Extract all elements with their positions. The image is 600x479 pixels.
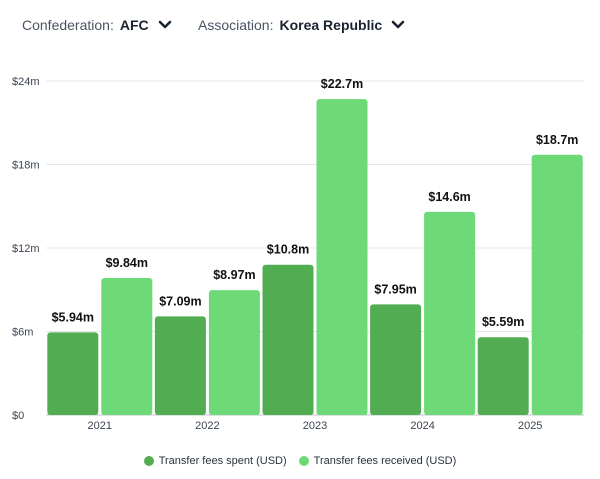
chevron-down-icon [158,20,171,29]
data-label-received-2025: $18.7m [536,133,578,147]
data-label-spent-2024: $7.95m [374,282,416,296]
association-dropdown[interactable]: Association: Korea Republic [198,17,405,33]
bar-received-2024 [424,211,476,415]
bar-spent-2024 [370,304,422,415]
data-label-spent-2023: $10.8m [267,243,309,257]
bar-received-2022 [208,290,260,415]
x-tick-label: 2022 [195,420,219,432]
x-tick-label: 2021 [88,420,112,432]
data-label-spent-2025: $5.59m [482,315,524,329]
x-tick-label: 2024 [410,420,434,432]
confederation-value: AFC [119,17,149,33]
x-tick-label: 2025 [518,420,542,432]
legend-swatch-spent [143,456,154,466]
filter-bar: Confederation: AFC Association: Korea Re… [0,0,600,52]
association-value: Korea Republic [279,17,383,33]
chevron-down-icon [391,20,405,29]
data-label-received-2023: $22.7m [321,77,363,91]
legend-swatch-received [298,456,309,466]
y-tick-label: $0 [12,410,24,422]
bar-spent-2022 [154,316,206,415]
bar-spent-2023 [262,264,314,415]
data-label-received-2021: $9.84m [106,256,148,270]
bar-received-2025 [531,154,583,415]
transfer-fees-chart: $0 $6m $12m $18m $24m $5.94m $9.84m 2021 $7.09m $… [12,76,584,432]
data-label-received-2022: $8.97m [213,268,255,282]
confederation-label: Confederation: [22,17,114,33]
confederation-dropdown[interactable]: Confederation: AFC [22,17,172,33]
y-tick-label: $12m [12,243,40,255]
x-tick-label: 2023 [303,420,327,432]
bar-received-2023 [316,99,368,415]
legend-item-received[interactable]: Transfer fees received (USD) [298,455,457,467]
legend-label-received: Transfer fees received (USD) [313,455,457,467]
bar-spent-2021 [47,332,99,415]
y-tick-label: $6m [12,327,33,339]
data-label-spent-2021: $5.94m [52,310,94,324]
chart-legend: Transfer fees spent (USD) Transfer fees … [0,455,600,467]
legend-item-spent[interactable]: Transfer fees spent (USD) [143,455,287,467]
bar-spent-2025 [477,337,529,415]
y-tick-label: $18m [12,160,40,172]
data-label-spent-2022: $7.09m [159,294,201,308]
data-label-received-2024: $14.6m [428,190,470,204]
legend-label-spent: Transfer fees spent (USD) [158,455,287,467]
bar-received-2021 [101,278,153,415]
y-tick-label: $24m [12,76,40,88]
association-label: Association: [198,17,274,33]
